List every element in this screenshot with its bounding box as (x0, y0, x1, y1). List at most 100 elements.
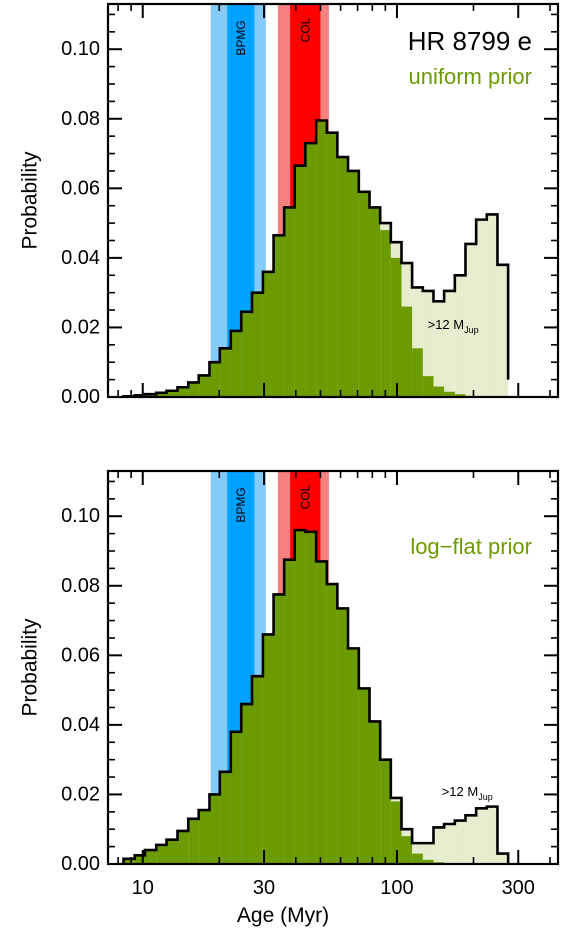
histogram-bar-under-12mjup (412, 853, 423, 864)
bpmg-band-label: BPMG (234, 20, 248, 55)
histogram-bar-under-12mjup (390, 257, 402, 397)
bpmg-band-label: BPMG (234, 487, 248, 522)
histogram-bar-under-12mjup (177, 830, 189, 864)
histogram-bar-over-12mjup (444, 824, 455, 864)
y-tick-label: 0.10 (61, 38, 100, 60)
histogram-bar-over-12mjup (497, 853, 509, 864)
histogram-bar-under-12mjup (337, 157, 349, 397)
chart-title: HR 8799 e (408, 26, 532, 56)
histogram-bar-under-12mjup (134, 855, 145, 864)
histogram-bar-under-12mjup (316, 120, 327, 397)
histogram-bar-under-12mjup (209, 362, 220, 397)
histogram-bar-under-12mjup (412, 348, 423, 397)
histogram-outline (122, 119, 510, 397)
histogram-bar-under-12mjup (209, 794, 220, 864)
y-tick-label: 0.00 (61, 386, 100, 408)
y-tick-label: 0.06 (61, 644, 100, 666)
plot-frame (106, 469, 560, 866)
histogram-bar-under-12mjup (198, 375, 210, 397)
x-tick-label: 300 (502, 877, 535, 899)
histogram-bar-under-12mjup (251, 292, 263, 397)
histogram-bar-under-12mjup (144, 850, 157, 864)
histogram-bar-under-12mjup (369, 207, 381, 397)
plot-area: BPMG COL (122, 471, 510, 864)
histogram-bar-over-12mjup (433, 301, 445, 397)
histogram-bar-under-12mjup (401, 836, 413, 864)
histogram-bar-over-12mjup (465, 243, 477, 397)
histogram-bar-under-12mjup (230, 731, 242, 864)
histogram-bar-under-12mjup (230, 330, 242, 397)
x-tick-label: 30 (253, 877, 275, 899)
chart-panel-1: BPMG COL 0.00 0.02 0.04 0.06 0.08 0.10 Probabili… (19, 2, 560, 408)
y-tick-label: 0.02 (61, 316, 100, 338)
y-tick-label: 0.08 (61, 575, 100, 597)
histogram-bar-over-12mjup (454, 820, 466, 864)
histogram-bar-under-12mjup (305, 143, 317, 397)
histogram-bar-under-12mjup (326, 132, 338, 397)
histogram-bar-under-12mjup (262, 634, 274, 864)
plot-area: BPMG COL (122, 4, 510, 397)
y-tick-label: 0.08 (61, 108, 100, 130)
histogram-bar-under-12mjup (380, 759, 391, 864)
histogram-bar-under-12mjup (433, 386, 445, 397)
histogram-bar-under-12mjup (454, 394, 466, 397)
histogram-bar-under-12mjup (337, 608, 349, 864)
chart-subtitle: log−flat prior (410, 534, 532, 559)
histogram-bar-under-12mjup (188, 818, 199, 864)
histogram-bar-under-12mjup (219, 771, 231, 864)
histogram-bar-under-12mjup (422, 859, 434, 864)
histogram-bar-under-12mjup (144, 394, 157, 397)
y-axis-title: Probability (19, 151, 42, 250)
histogram-bar-over-12mjup (486, 806, 498, 864)
histogram-bar-under-12mjup (156, 844, 167, 864)
y-tick-label: 0.04 (61, 247, 100, 269)
histogram-bar-under-12mjup (241, 704, 252, 864)
histogram-bar-under-12mjup (316, 561, 327, 864)
histogram-bar-under-12mjup (188, 382, 199, 397)
histogram-bar-under-12mjup (358, 688, 370, 864)
histogram-bar-under-12mjup (348, 648, 359, 864)
histogram-bar-under-12mjup (156, 392, 167, 397)
histogram-bar-over-12mjup (476, 808, 487, 864)
col-band-label: COL (298, 17, 312, 42)
histogram-bar-over-12mjup (412, 287, 423, 397)
y-tick-label: 0.04 (61, 714, 100, 736)
y-tick-label: 0.00 (61, 853, 100, 875)
chart-subtitle: uniform prior (409, 64, 532, 89)
y-tick-label: 0.10 (61, 505, 100, 527)
annotation-subscript: Jup (478, 792, 493, 802)
histogram-bar-under-12mjup (198, 810, 210, 864)
histogram-bar-under-12mjup (401, 306, 413, 397)
histogram-bar-over-12mjup (465, 815, 477, 864)
histogram-bar-under-12mjup (284, 207, 295, 397)
histogram-bar-over-12mjup (433, 827, 445, 864)
histogram-bar-under-12mjup (326, 584, 338, 864)
histogram-bar-under-12mjup (262, 271, 274, 397)
histogram-bar-under-12mjup (251, 676, 263, 864)
histogram-bar-under-12mjup (422, 376, 434, 397)
x-axis-title: Age (Myr) (237, 904, 329, 927)
histogram-bar-under-12mjup (348, 170, 359, 397)
chart-panel-2: BPMG COL 0.00 0.02 0.04 0.06 0.08 0.10 Probabili… (19, 469, 560, 927)
mass-threshold-annotation: >12 MJup (428, 317, 479, 335)
mass-threshold-annotation: >12 MJup (442, 784, 493, 802)
col-band-label: COL (298, 484, 312, 509)
histogram-bar-over-12mjup (454, 275, 466, 397)
histogram-bar-under-12mjup (390, 801, 402, 864)
y-tick-label: 0.02 (61, 783, 100, 805)
histogram-bar-under-12mjup (294, 530, 306, 864)
histogram-bar-under-12mjup (219, 348, 231, 397)
histogram-bar-over-12mjup (422, 290, 434, 397)
histogram-bar-over-12mjup (422, 843, 434, 864)
x-tick-label: 10 (132, 877, 154, 899)
histogram-bar-under-12mjup (273, 594, 285, 864)
histogram-bar-over-12mjup (486, 214, 498, 397)
histogram-bar-over-12mjup (497, 264, 509, 397)
histogram-bar-under-12mjup (358, 191, 370, 397)
histogram-bar-under-12mjup (444, 391, 455, 397)
histogram-bar-under-12mjup (123, 858, 135, 864)
annotation-main: >12 M (428, 317, 465, 332)
histogram-bar-over-12mjup (444, 290, 455, 397)
histogram-bar-under-12mjup (369, 721, 381, 864)
